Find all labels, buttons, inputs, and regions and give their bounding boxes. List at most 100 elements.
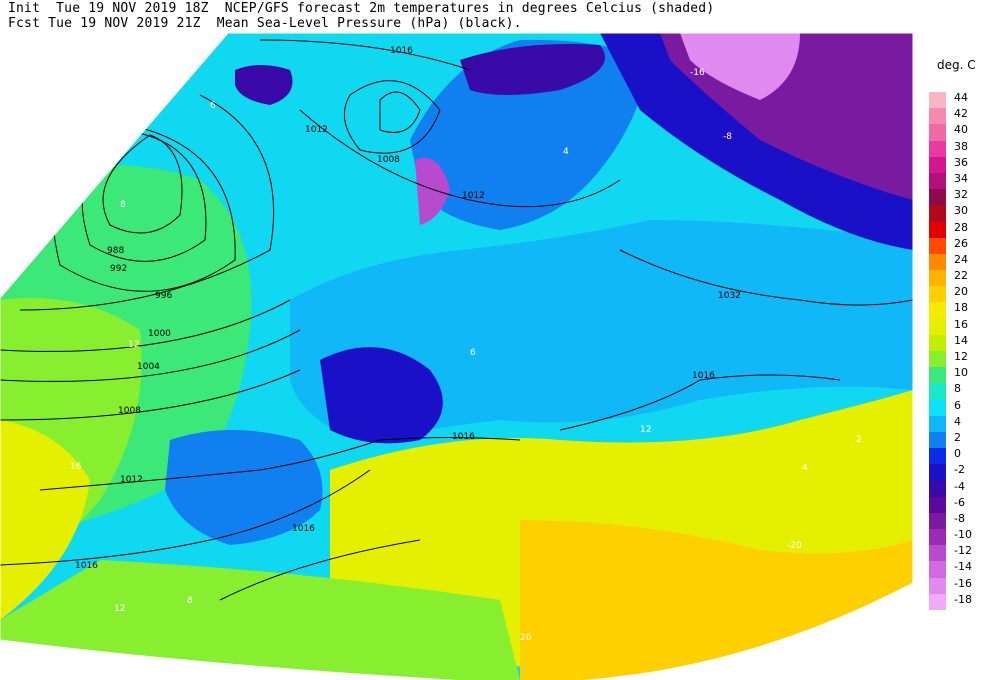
legend-row: -6 [929,495,991,513]
legend-row: -2 [929,464,991,481]
legend-row: -12 [929,544,991,562]
isobar-label: 1004 [137,362,160,372]
legend-swatch [929,512,946,530]
map-outline [0,32,914,680]
legend-swatch [929,399,946,416]
legend-row: 10 [929,366,991,384]
legend-label: 36 [954,155,968,169]
legend-row: 30 [929,205,991,222]
temp-label: 8 [120,200,126,210]
legend-row: -18 [929,592,991,610]
temp-label: 4 [802,463,808,473]
legend-label: 42 [954,107,968,121]
legend-swatch [929,480,946,497]
legend-label: 26 [954,236,968,250]
legend-swatch [929,221,946,238]
legend-swatch [929,545,946,562]
legend-swatch [929,383,946,400]
legend-row: 44 [929,92,991,109]
legend-label: -6 [954,495,965,509]
header-line-forecast: Fcst Tue 19 NOV 2019 21Z Mean Sea-Level … [8,16,522,31]
legend-label: -4 [954,479,965,493]
legend-row: 36 [929,155,991,173]
legend-swatch [929,108,946,125]
legend-label: 16 [954,317,968,331]
legend-label: 10 [954,366,968,380]
legend-row: 26 [929,236,991,254]
legend-row: 40 [929,123,991,141]
temp-label: 8 [187,596,193,606]
lapland-cold-field [460,44,605,95]
continent-field [290,220,913,440]
legend-row: -10 [929,528,991,546]
temperature-labels: 8 6 12 16 12 8 20 4 -8 -16 2 4 12 -20 6 [70,68,862,643]
legend-label: 40 [954,123,968,137]
iberia-field [165,430,323,545]
legend-label: 28 [954,220,968,234]
legend-row: 24 [929,252,991,271]
legend-swatch [929,415,946,432]
legend-swatch [929,140,946,157]
legend-row: 18 [929,301,991,319]
isobar-label: 1012 [120,475,143,485]
header-line-init: Init Tue 19 NOV 2019 18Z NCEP/GFS foreca… [8,1,715,16]
isobar-label: 1000 [148,329,171,339]
legend-label: 34 [954,171,968,185]
legend-swatch [929,529,946,546]
temp-label: 6 [470,348,476,358]
legend-swatch [929,253,946,271]
legend-label: 22 [954,269,968,283]
legend-row: 34 [929,171,991,190]
legend-row: 16 [929,317,991,335]
norway-cold-field [415,158,450,225]
iceland-field [235,65,293,105]
temp-label: 16 [70,462,82,472]
legend-label: 20 [954,285,968,299]
legend-row: 14 [929,333,991,351]
temp-label: 6 [210,101,216,111]
legend-label: -10 [954,528,972,542]
legend-label: -18 [954,592,972,606]
legend-row: 2 [929,431,991,449]
legend-row: 38 [929,140,991,157]
isobar-label: 1016 [292,524,315,534]
russia-coldest-field [680,33,800,100]
temp-label: 12 [128,340,139,350]
isobar-label: 1016 [692,371,715,381]
legend-title: deg. C [937,58,976,72]
legend-label: 12 [954,350,968,363]
legend-swatch [929,270,946,287]
isobar-label: 1016 [390,46,413,56]
legend-swatch [929,124,946,141]
legend-row: 20 [929,285,991,303]
isobar-label: 1032 [718,291,741,301]
isobar-label: 988 [107,246,124,256]
legend-row: 4 [929,414,991,432]
legend-row: 28 [929,220,991,238]
temp-label: -20 [787,541,802,551]
legend-label: -16 [954,576,972,590]
legend-row: -16 [929,576,991,594]
legend-swatch [929,448,946,465]
legend-label: 4 [954,414,961,428]
alps-cold-field [320,347,443,444]
legend-row: 0 [929,448,991,465]
legend-swatch [929,302,946,319]
legend-swatch [929,351,946,368]
legend-swatch [929,496,946,513]
legend-row: 8 [929,382,991,400]
legend-swatch [929,205,946,222]
legend-row: 42 [929,107,991,125]
legend-label: -8 [954,511,965,525]
legend-label: -12 [954,544,972,558]
temp-label: 2 [856,435,862,445]
isobar-label: 1016 [452,432,475,442]
legend-label: 14 [954,333,968,347]
legend-row: -4 [929,479,991,497]
temp-label: 20 [520,633,532,643]
legend-label: 24 [954,252,968,266]
legend-label: 18 [954,301,968,315]
legend-label: 8 [954,382,961,396]
legend-swatch [929,189,946,206]
isobar-label: 1012 [305,125,328,135]
